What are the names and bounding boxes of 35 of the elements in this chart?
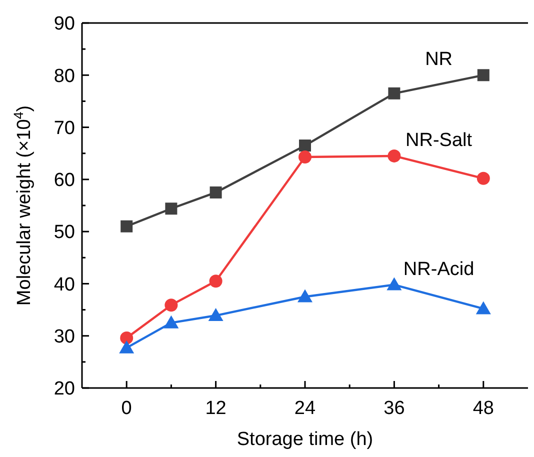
point (298, 150, 312, 164)
point (388, 149, 401, 162)
point (165, 202, 178, 215)
point (164, 298, 178, 312)
point (299, 140, 311, 152)
x-tick-label: 48 (472, 398, 494, 419)
y-tick-label: 50 (54, 222, 75, 244)
point (386, 277, 402, 290)
point (476, 172, 490, 185)
series-label: NR-Salt (406, 130, 473, 151)
point (388, 87, 400, 100)
series-label: NR (425, 49, 453, 70)
point (476, 301, 491, 314)
y-tick-label: 80 (54, 66, 75, 87)
x-tick-label: 24 (294, 398, 316, 419)
y-tick-label: 90 (54, 14, 75, 35)
x-tick-label: 12 (205, 398, 226, 419)
point (477, 69, 490, 82)
y-tick-label: 70 (54, 118, 75, 139)
y-tick-label: 60 (54, 170, 75, 192)
point (164, 315, 179, 328)
y-tick-label: 30 (54, 326, 75, 348)
y-tick-label: 20 (54, 378, 75, 400)
point (120, 331, 134, 344)
x-axis-title: Storage time (h) (236, 429, 374, 450)
point (209, 274, 222, 288)
point (119, 340, 134, 354)
y-tick-label: 40 (54, 274, 75, 296)
point (208, 308, 224, 322)
series-label: NR-Acid (403, 258, 474, 280)
point (120, 220, 133, 232)
point (210, 186, 222, 198)
point (298, 289, 312, 302)
x-tick-label: 0 (121, 398, 132, 419)
x-tick-label: 36 (384, 398, 405, 419)
